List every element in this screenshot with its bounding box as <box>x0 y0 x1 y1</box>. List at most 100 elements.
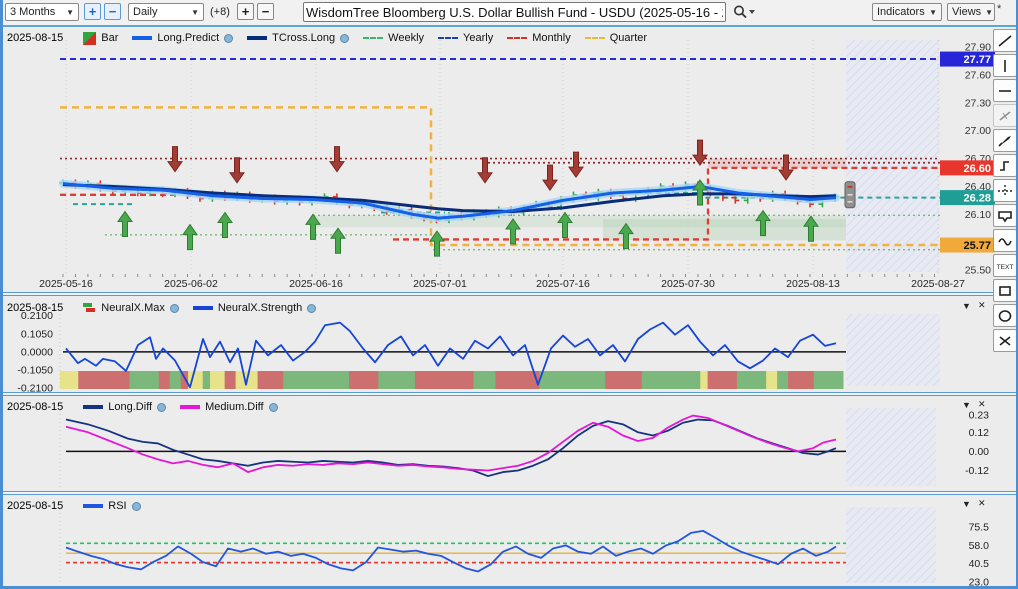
diff-legend-item[interactable]: Long.Diff <box>83 401 166 413</box>
price-level-badge: 25.77 <box>940 238 995 253</box>
diff-date-label: 2025-08-15 <box>7 401 63 413</box>
rsi-panel-chart[interactable]: 75.558.040.523.0 <box>3 495 1016 589</box>
diff-collapse-button[interactable]: ▼ <box>962 400 971 410</box>
neuralx-max-band-segment <box>258 371 284 389</box>
neuralx-max-band-segment <box>539 371 605 389</box>
y-axis-price-label: 27.00 <box>965 125 991 137</box>
series-options-dot[interactable] <box>157 403 166 412</box>
rsi-collapse-button[interactable]: ▼ <box>962 499 971 509</box>
neuralx-legend-item[interactable]: NeuralX.Max <box>83 302 179 314</box>
add-bars-button[interactable]: + <box>237 3 254 20</box>
neuralx-collapse-button[interactable]: ▼ <box>962 301 971 311</box>
range-zoom-out-button[interactable]: − <box>104 3 121 20</box>
series-options-dot[interactable] <box>307 304 316 313</box>
svg-text:27.77: 27.77 <box>963 54 991 66</box>
main-legend-item[interactable]: Yearly <box>438 32 493 44</box>
callout-tool[interactable] <box>993 204 1017 227</box>
legend-label: Quarter <box>610 32 647 44</box>
main-legend-item[interactable]: Monthly <box>507 32 571 44</box>
chevron-down-icon: ▼ <box>66 8 74 17</box>
polyline-tool[interactable] <box>993 154 1017 177</box>
neuralx-close-button[interactable]: ✕ <box>978 300 986 310</box>
horizontal-line-tool[interactable] <box>993 79 1017 102</box>
remove-bars-button[interactable]: − <box>257 3 274 20</box>
symbol-search-button[interactable] <box>732 4 762 22</box>
neuralx-max-band-segment <box>473 371 495 389</box>
series-options-dot[interactable] <box>269 403 278 412</box>
trend-line-tool[interactable] <box>993 29 1017 52</box>
x-axis-date-label: 2025-07-30 <box>661 278 715 290</box>
y-axis-label: 0.12 <box>969 427 990 439</box>
y-axis-label: 0.23 <box>969 409 990 421</box>
panel-separator[interactable] <box>3 392 1016 396</box>
callout-tool-icon <box>996 208 1014 224</box>
chevron-down-icon: ▼ <box>929 8 937 17</box>
delete-tool[interactable] <box>993 329 1017 352</box>
x-axis-date-label: 2025-06-16 <box>289 278 343 290</box>
x-axis-date-label: 2025-07-01 <box>413 278 467 290</box>
wave-tool[interactable] <box>993 229 1017 252</box>
main-legend-item[interactable]: TCross.Long <box>247 32 349 44</box>
app-window: 3 Months ▼ + − Daily ▼ (+8) + − Indicato… <box>0 0 1018 589</box>
neuralx-max-band-segment <box>378 371 415 389</box>
series-options-dot[interactable] <box>132 502 141 511</box>
future-projection-region <box>846 408 936 486</box>
series-options-dot[interactable] <box>224 34 233 43</box>
price-level-badge: 27.77 <box>940 52 995 67</box>
legend-label: Weekly <box>388 32 424 44</box>
text-tool[interactable]: TEXT <box>993 254 1017 277</box>
indicators-button[interactable]: Indicators ▼ <box>872 3 942 21</box>
views-button[interactable]: Views ▼ <box>947 3 995 21</box>
x-axis-date-label: 2025-08-13 <box>786 278 840 290</box>
rsi-legend-item[interactable]: RSI <box>83 500 140 512</box>
indicators-button-label: Indicators <box>877 6 925 18</box>
diff-close-button[interactable]: ✕ <box>978 399 986 409</box>
period-select[interactable]: Daily ▼ <box>128 3 204 21</box>
series-color-swatch <box>83 504 103 508</box>
neuralx-max-band-segment <box>225 371 236 389</box>
legend-label: NeuralX.Strength <box>218 302 302 314</box>
main-legend-item[interactable]: Quarter <box>585 32 647 44</box>
rectangle-tool-icon <box>996 283 1014 299</box>
trend-line-tool-icon <box>996 33 1014 49</box>
range-zoom-in-button[interactable]: + <box>84 3 101 20</box>
rsi-legend: 2025-08-15RSI <box>7 499 141 513</box>
series-options-dot[interactable] <box>340 34 349 43</box>
y-axis-price-label: 27.30 <box>965 97 991 109</box>
last-bar-drag-handle[interactable] <box>845 182 855 208</box>
future-projection-region <box>846 507 936 583</box>
chart-title-input[interactable] <box>303 2 726 22</box>
panel-separator[interactable] <box>3 292 1016 296</box>
rsi-close-button[interactable]: ✕ <box>978 498 986 508</box>
horizontal-line-tool-icon <box>996 83 1014 99</box>
panel-separator[interactable] <box>3 491 1016 495</box>
main-legend-item[interactable]: Bar <box>83 32 118 45</box>
main-price-chart[interactable]: 2025-05-162025-06-022025-06-162025-07-01… <box>3 28 1016 292</box>
series-color-swatch <box>132 36 152 40</box>
series-color-swatch <box>193 306 213 310</box>
neuralx-legend-item[interactable]: NeuralX.Strength <box>193 302 316 314</box>
rectangle-tool[interactable] <box>993 279 1017 302</box>
chevron-down-icon: ▼ <box>191 8 199 17</box>
y-axis-label: -0.1050 <box>17 365 53 377</box>
toolbar: 3 Months ▼ + − Daily ▼ (+8) + − Indicato… <box>3 0 1016 27</box>
neuralx-max-band-segment <box>700 371 708 389</box>
y-axis-label: 75.5 <box>969 522 990 534</box>
diff-legend-item[interactable]: Medium.Diff <box>180 401 277 413</box>
crosshair-tool[interactable] <box>993 179 1017 202</box>
ellipse-tool[interactable] <box>993 304 1017 327</box>
vertical-line-tool[interactable] <box>993 54 1017 77</box>
ellipse-tool-icon <box>996 308 1014 324</box>
range-select[interactable]: 3 Months ▼ <box>5 3 79 21</box>
svg-text:TEXT: TEXT <box>997 264 1014 271</box>
series-options-dot[interactable] <box>170 304 179 313</box>
brush-tool[interactable] <box>993 129 1017 152</box>
main-date-label: 2025-08-15 <box>7 32 63 44</box>
neuralx-max-band-segment <box>415 371 474 389</box>
neuralx-max-band-segment <box>203 371 211 389</box>
legend-label: RSI <box>108 500 126 512</box>
main-legend-item[interactable]: Weekly <box>363 32 424 44</box>
neuralx-date-label: 2025-08-15 <box>7 302 63 314</box>
disabled-line-tool[interactable] <box>993 104 1017 127</box>
main-legend-item[interactable]: Long.Predict <box>132 32 233 44</box>
